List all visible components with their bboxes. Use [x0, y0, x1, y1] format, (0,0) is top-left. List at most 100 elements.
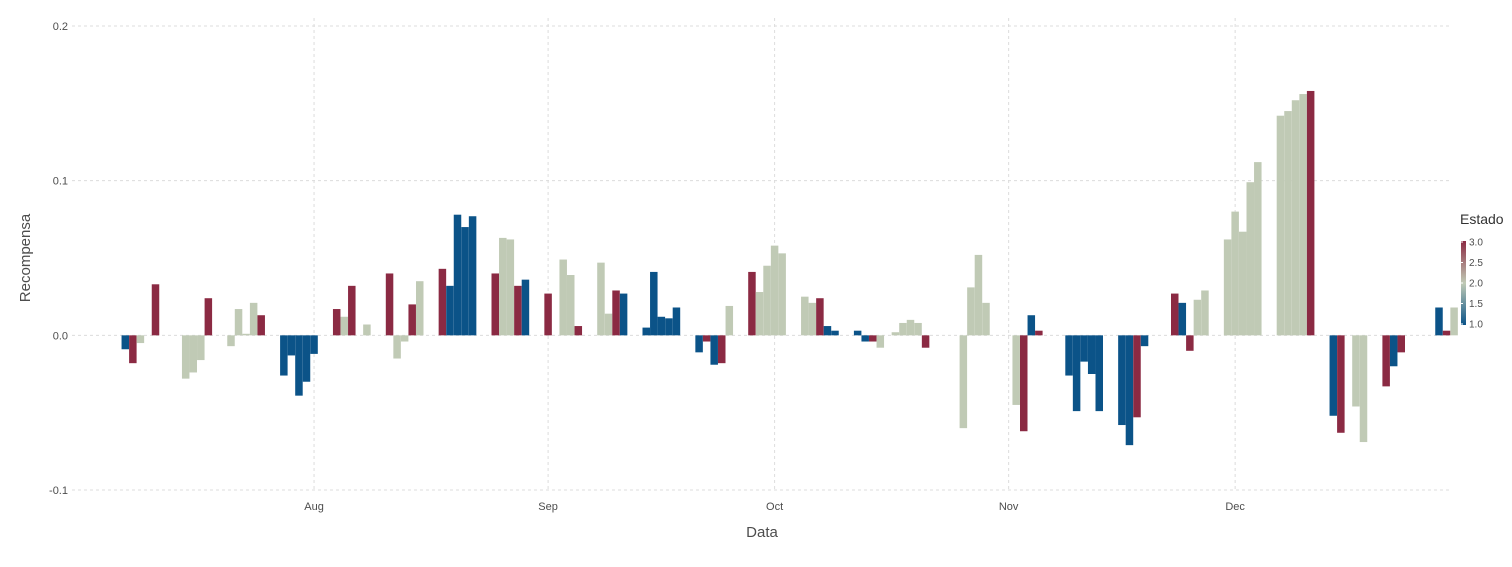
- bar: [1027, 315, 1036, 336]
- bar: [574, 326, 583, 336]
- legend-title: Estado: [1460, 211, 1504, 227]
- bar: [310, 335, 318, 354]
- bar: [332, 309, 341, 336]
- bar: [514, 285, 522, 336]
- x-tick-label: Nov: [999, 501, 1019, 513]
- bar: [1020, 335, 1028, 432]
- bar: [544, 293, 552, 336]
- x-axis-tick-labels: Aug Sep Oct Nov Dec: [304, 501, 1245, 513]
- bar: [249, 302, 258, 336]
- bar: [491, 273, 499, 336]
- bar: [438, 268, 447, 336]
- bar: [295, 335, 303, 396]
- y-tick-label: 0.0: [53, 330, 68, 342]
- bar: [1012, 335, 1020, 405]
- bar: [189, 335, 197, 373]
- y-tick-label: 0.2: [53, 21, 68, 33]
- bar: [672, 307, 681, 336]
- bar: [468, 216, 477, 336]
- bar: [1276, 115, 1285, 336]
- bar: [302, 335, 311, 382]
- bar: [416, 281, 424, 336]
- bar: [1087, 335, 1096, 374]
- bar: [974, 254, 983, 336]
- bar: [702, 335, 711, 342]
- bar: [1352, 335, 1360, 407]
- bar: [695, 335, 703, 353]
- bar: [1201, 290, 1209, 336]
- x-axis-title: Data: [746, 524, 778, 541]
- bar: [899, 322, 907, 336]
- bar: [1382, 335, 1390, 387]
- legend-colorbar: [1461, 241, 1466, 325]
- bar: [1329, 335, 1338, 416]
- bar: [227, 335, 235, 347]
- bar: [287, 335, 296, 356]
- legend-tick-label: 1.0: [1469, 320, 1483, 331]
- bars: [121, 90, 1458, 446]
- bar: [1118, 335, 1126, 426]
- bar: [1171, 293, 1179, 336]
- bar: [461, 227, 469, 336]
- bar: [853, 330, 862, 336]
- bar: [816, 298, 824, 336]
- bar: [1133, 335, 1141, 418]
- bar: [506, 239, 515, 336]
- bar: [1186, 335, 1194, 351]
- bar: [710, 335, 718, 365]
- bar: [1359, 335, 1368, 443]
- bar: [597, 262, 605, 336]
- bar: [121, 335, 130, 350]
- bar: [914, 322, 922, 336]
- bar: [748, 271, 756, 336]
- bar: [1246, 182, 1254, 336]
- bar: [1072, 335, 1081, 412]
- bar: [619, 293, 628, 336]
- bar: [1435, 307, 1443, 336]
- bar: [906, 319, 915, 336]
- x-tick-label: Aug: [304, 501, 324, 513]
- bar: [340, 316, 348, 336]
- bar: [1397, 335, 1405, 353]
- x-tick-label: Dec: [1225, 501, 1245, 513]
- bar: [1178, 302, 1187, 336]
- bar: [197, 335, 205, 361]
- bar: [1095, 335, 1103, 412]
- bar: [151, 284, 160, 336]
- bar: [1299, 94, 1307, 336]
- bar: [521, 279, 530, 336]
- bar: [1337, 335, 1345, 433]
- legend: Estado 3.0 2.5 2.0 1.5 1.0: [1460, 211, 1504, 331]
- bar: [408, 304, 416, 336]
- bar: [763, 265, 771, 336]
- bar: [1306, 90, 1315, 336]
- bar: [1284, 111, 1292, 336]
- legend-tick-label: 2.0: [1469, 279, 1483, 290]
- bar: [204, 298, 213, 336]
- bar: [725, 305, 734, 336]
- bar: [1140, 335, 1149, 347]
- bar: [446, 285, 454, 336]
- bar: [181, 335, 190, 379]
- bar: [967, 287, 975, 336]
- bar: [1125, 335, 1134, 446]
- bar: [982, 302, 990, 336]
- bar: [1231, 211, 1239, 336]
- bar: [567, 275, 575, 336]
- x-tick-label: Oct: [766, 501, 783, 513]
- bar: [348, 285, 356, 336]
- bar: [1065, 335, 1073, 376]
- bar: [665, 318, 673, 336]
- bar: [1291, 100, 1300, 336]
- bar: [831, 330, 839, 336]
- bar: [363, 324, 371, 336]
- bar: [869, 335, 877, 342]
- bar: [499, 237, 507, 336]
- bar: [129, 335, 137, 364]
- y-axis-title: Recompensa: [17, 213, 34, 302]
- bar: [808, 302, 817, 336]
- bar: [1238, 231, 1247, 336]
- y-tick-label: 0.1: [53, 176, 68, 188]
- bar: [1035, 330, 1043, 336]
